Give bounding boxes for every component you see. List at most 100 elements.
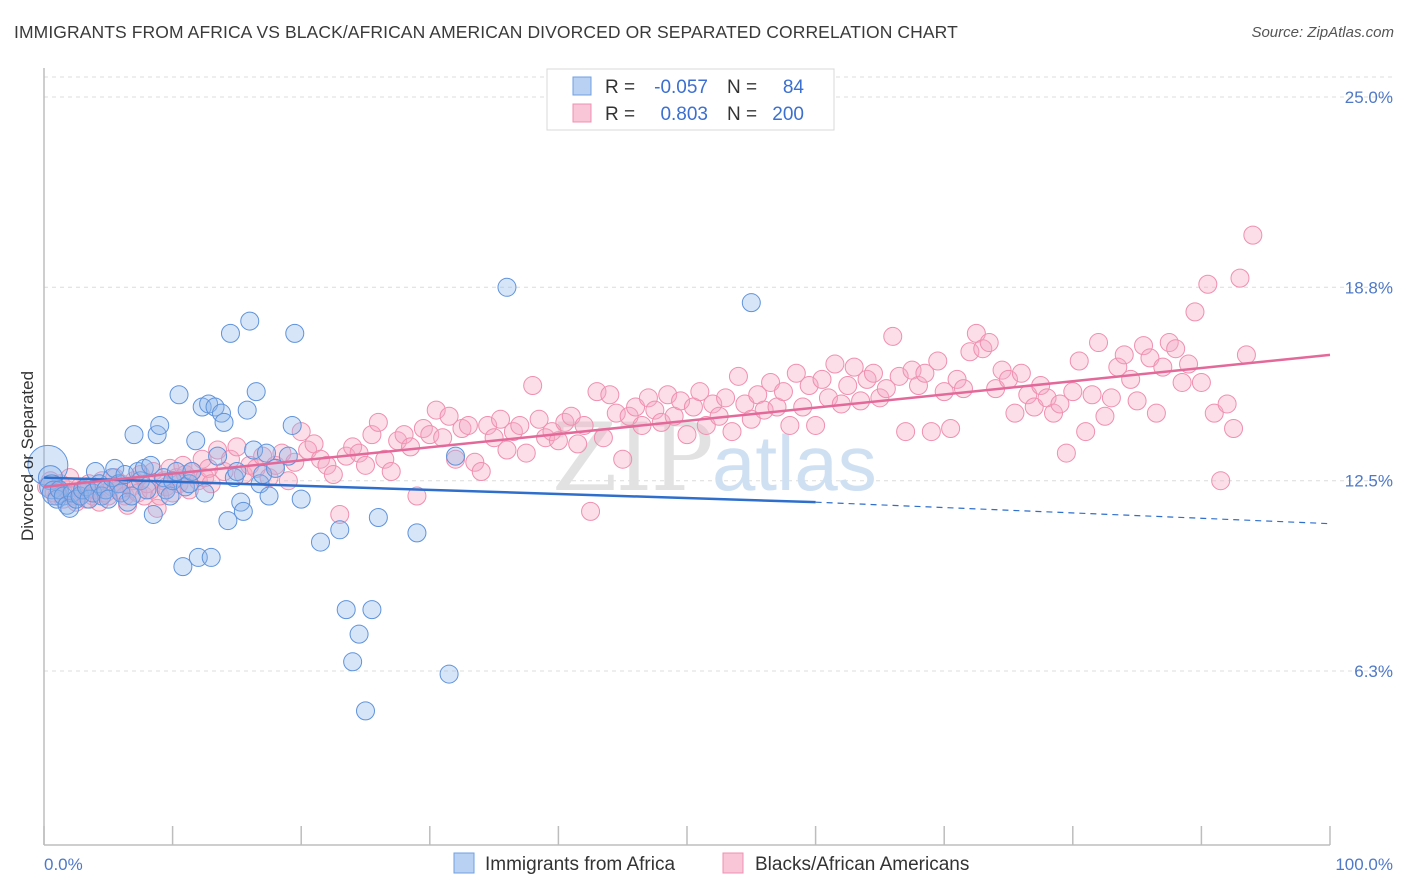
- y-axis-label: Divorced or Separated: [18, 371, 37, 541]
- data-point: [465, 452, 485, 472]
- legend-r-value-blue: -0.057: [654, 77, 708, 98]
- data-point: [1211, 471, 1231, 491]
- legend-r-value-pink: 0.803: [660, 104, 708, 125]
- data-point: [780, 415, 800, 435]
- data-point: [1236, 345, 1256, 365]
- data-point: [282, 415, 302, 435]
- data-point: [896, 422, 916, 442]
- data-point: [1082, 385, 1102, 405]
- data-point: [761, 372, 781, 392]
- data-point: [1217, 394, 1237, 414]
- grid-lines: [44, 76, 1395, 672]
- data-point: [237, 400, 257, 420]
- data-point: [362, 600, 382, 620]
- data-point: [1191, 372, 1211, 392]
- chart-source: Source: ZipAtlas.com: [1251, 24, 1394, 41]
- data-point: [1166, 339, 1186, 359]
- data-point: [934, 382, 954, 402]
- data-point: [1076, 422, 1096, 442]
- data-point: [246, 382, 266, 402]
- data-point: [1198, 274, 1218, 294]
- legend-n-label-pink: N =: [727, 104, 757, 125]
- data-point: [1095, 406, 1115, 426]
- legend-top: R = -0.057 N = 84 R = 0.803 N = 200: [546, 68, 835, 131]
- data-point: [111, 483, 131, 503]
- data-point: [446, 446, 466, 466]
- data-point: [211, 403, 231, 423]
- trend-line-immigrants-from-africa: [43, 476, 816, 504]
- data-point: [523, 376, 543, 396]
- data-point: [214, 412, 234, 432]
- data-point: [992, 360, 1012, 380]
- data-point: [233, 501, 253, 521]
- data-point: [883, 326, 903, 346]
- data-point: [231, 492, 251, 512]
- data-point: [169, 385, 189, 405]
- legend-swatch-pink: [572, 103, 592, 123]
- x-tick-label-max: 100.0%: [1335, 855, 1393, 874]
- data-point: [1172, 372, 1192, 392]
- data-point: [497, 440, 517, 460]
- data-point: [285, 323, 305, 343]
- data-point: [941, 419, 961, 439]
- data-point: [638, 388, 658, 408]
- data-point: [291, 489, 311, 509]
- data-point: [124, 425, 144, 445]
- y-tick-label: 6.3%: [1354, 662, 1393, 681]
- data-point: [147, 425, 167, 445]
- data-point: [362, 425, 382, 445]
- data-point: [741, 293, 761, 313]
- data-point: [979, 333, 999, 353]
- data-point: [349, 624, 369, 644]
- data-point: [141, 455, 161, 475]
- data-point: [1114, 345, 1134, 365]
- data-point: [1204, 403, 1224, 423]
- y-tick-label: 18.8%: [1345, 278, 1393, 297]
- legend-bottom-swatch-pink: [722, 852, 744, 874]
- data-point: [192, 449, 212, 469]
- y-tick-label: 12.5%: [1345, 472, 1393, 491]
- data-point: [1056, 443, 1076, 463]
- data-point: [716, 388, 736, 408]
- data-point: [1121, 369, 1141, 389]
- data-point: [195, 483, 215, 503]
- data-point: [851, 391, 871, 411]
- data-point: [593, 428, 613, 448]
- data-point: [510, 415, 530, 435]
- data-point: [529, 409, 549, 429]
- data-point: [458, 415, 478, 435]
- data-point: [356, 701, 375, 721]
- data-point: [806, 415, 826, 435]
- data-point: [645, 400, 665, 420]
- data-point: [844, 357, 864, 377]
- data-point: [1134, 336, 1154, 356]
- data-point: [256, 443, 276, 463]
- data-point: [1185, 302, 1205, 322]
- data-point: [173, 557, 193, 577]
- data-point: [921, 422, 941, 442]
- watermark: ZIP atlas: [552, 404, 877, 513]
- data-point: [876, 379, 896, 399]
- data-point: [1101, 388, 1121, 408]
- data-point: [1146, 403, 1166, 423]
- data-point: [137, 480, 157, 500]
- data-point: [420, 425, 440, 445]
- data-point: [381, 461, 401, 481]
- data-point: [407, 523, 427, 543]
- data-point: [1050, 394, 1070, 414]
- trend-lines: [43, 353, 1331, 525]
- data-point: [330, 504, 350, 524]
- data-point: [208, 446, 228, 466]
- data-point: [471, 461, 491, 481]
- data-point: [186, 431, 206, 451]
- data-point: [160, 486, 180, 506]
- data-point: [394, 425, 414, 445]
- data-point: [516, 443, 536, 463]
- x-tick-label-min: 0.0%: [44, 855, 83, 874]
- legend-n-label-blue: N =: [727, 77, 757, 98]
- data-point: [330, 520, 350, 540]
- data-point: [728, 366, 748, 386]
- data-point: [1230, 268, 1250, 288]
- data-point: [227, 437, 247, 457]
